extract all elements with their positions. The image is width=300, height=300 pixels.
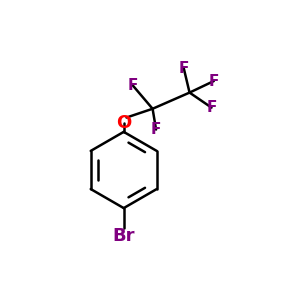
Text: F: F [206,100,217,115]
Text: O: O [116,114,131,132]
Text: F: F [208,74,219,88]
Text: F: F [128,78,138,93]
Text: Br: Br [112,227,135,245]
Text: F: F [151,122,161,137]
Text: F: F [178,61,189,76]
